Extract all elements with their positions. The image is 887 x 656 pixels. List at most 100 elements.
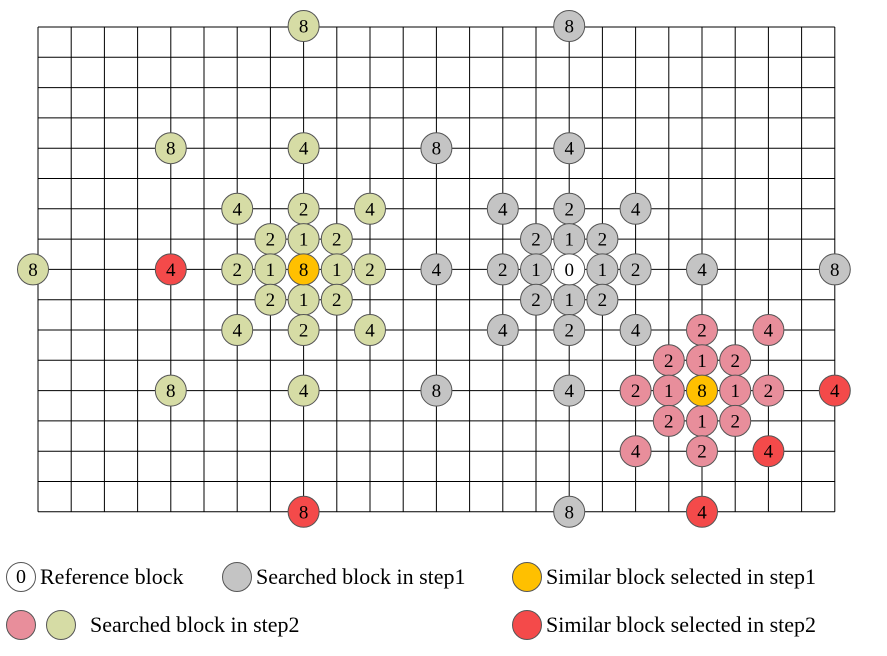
step2-searched-block: 1 [686, 404, 718, 437]
step1-searched-block-label: 4 [564, 139, 574, 160]
step1-searched-block: 2 [586, 223, 619, 256]
step2-searched-block-label: 4 [365, 321, 375, 342]
step2-searched-block-label: 1 [664, 381, 674, 402]
step1-searched-block: 4 [486, 314, 519, 346]
step1-searched-block-label: 1 [564, 290, 574, 311]
step2-searched-block-circle [17, 253, 49, 286]
step1-searched-block-circle [486, 192, 519, 225]
step2-searched-block-label: 2 [664, 411, 674, 432]
step2-searched-block-circle [619, 435, 652, 468]
legend-step1-searched-label: Searched block in step1 [256, 564, 466, 589]
step1-searched-block: 4 [619, 314, 652, 346]
step1-searched-block-circle [520, 283, 552, 316]
legend-step1-searched-swatch [222, 562, 252, 592]
step1-searched-block-circle [818, 253, 851, 286]
legend-step1-selected: Similar block selected in step1 [512, 562, 816, 592]
step2-searched-block-circle [354, 314, 386, 346]
step2-searched-block: 2 [354, 253, 386, 286]
step2-searched-block: 2 [287, 314, 320, 346]
step1-searched-block: 4 [619, 192, 652, 225]
step1-searched-block-circle [586, 283, 619, 316]
step1-searched-block: 8 [420, 374, 453, 407]
step2-searched-block: 2 [652, 404, 685, 437]
legend-step1-searched: Searched block in step1 [222, 562, 466, 592]
step2-searched-block: 2 [652, 344, 685, 377]
step2-searched-block: 4 [287, 132, 320, 165]
step1-searched-block-label: 2 [564, 321, 574, 342]
step1-searched-block: 4 [553, 132, 586, 165]
step1-searched-block-label: 1 [564, 230, 574, 251]
step2-searched-block-circle [752, 374, 785, 407]
step1-searched-block-label: 2 [598, 230, 608, 251]
step2-searched-block-label: 4 [631, 442, 641, 463]
step2-searched-block-label: 4 [232, 321, 242, 342]
step1-searched-block: 1 [553, 223, 586, 256]
step1-searched-block-circle [486, 314, 519, 346]
step2-searched-block-circle [752, 314, 785, 346]
step2-searched-block: 2 [221, 253, 254, 286]
step1-selected-block-label: 8 [299, 260, 309, 281]
step1-searched-block: 1 [586, 253, 619, 286]
step2-searched-block-circle [287, 374, 320, 407]
step2-selected-block-label: 4 [166, 260, 176, 281]
reference-block-circle [553, 253, 586, 286]
step2-searched-block-label: 2 [664, 351, 674, 372]
step2-searched-block-label: 2 [332, 230, 342, 251]
step2-searched-block-label: 4 [365, 199, 375, 220]
step2-searched-block: 8 [154, 374, 187, 407]
step1-searched-block-circle [686, 253, 718, 286]
step2-searched-block: 1 [254, 253, 287, 286]
step2-selected-block: 4 [686, 495, 718, 528]
step2-searched-block-label: 4 [232, 199, 242, 220]
step1-searched-block: 1 [520, 253, 552, 286]
step1-searched-block-label: 4 [631, 199, 641, 220]
step2-searched-block: 8 [287, 10, 320, 42]
step2-searched-block-circle [221, 253, 254, 286]
step2-searched-block-circle [719, 404, 752, 437]
step2-selected-block-label: 4 [830, 381, 840, 402]
step2-searched-block-circle [287, 10, 320, 42]
step2-searched-block-label: 2 [631, 381, 641, 402]
step2-searched-block-label: 2 [730, 411, 740, 432]
step2-searched-block-circle [619, 374, 652, 407]
step2-searched-block-label: 8 [28, 260, 38, 281]
step2-searched-block-circle [354, 253, 386, 286]
step2-searched-block-label: 2 [266, 290, 276, 311]
step2-searched-block-label: 1 [697, 351, 707, 372]
step1-searched-block-circle [420, 132, 453, 165]
legend-reference-label: Reference block [40, 564, 184, 589]
legend-reference-swatch: 0 [6, 562, 36, 592]
step2-searched-block-label: 1 [299, 290, 309, 311]
step2-searched-block: 2 [320, 283, 353, 316]
step1-searched-block-label: 4 [564, 381, 574, 402]
step2-searched-block: 2 [686, 435, 718, 468]
step1-searched-block-circle [553, 132, 586, 165]
step2-searched-block: 2 [254, 223, 287, 256]
step2-searched-block-label: 4 [299, 381, 309, 402]
step2-selected-block: 4 [154, 253, 187, 286]
step2-searched-block: 4 [354, 192, 386, 225]
step2-searched-block: 2 [254, 283, 287, 316]
step2-searched-block-label: 1 [697, 411, 707, 432]
step2-selected-block-circle [686, 495, 718, 528]
step1-searched-block-label: 8 [564, 502, 574, 523]
step2-searched-block: 2 [287, 192, 320, 225]
step2-searched-block-label: 4 [764, 321, 774, 342]
step1-searched-block-label: 2 [531, 230, 541, 251]
legend-step2-searched-label: Searched block in step2 [90, 612, 300, 637]
step1-searched-block-label: 4 [498, 321, 508, 342]
step2-searched-block: 8 [17, 253, 49, 286]
step2-searched-block-label: 2 [697, 442, 707, 463]
legend-step2-selected-swatch [512, 610, 542, 640]
step1-searched-block: 4 [553, 374, 586, 407]
step1-searched-block: 2 [486, 253, 519, 286]
step2-searched-block-circle [287, 314, 320, 346]
step1-searched-block: 2 [553, 192, 586, 225]
step2-selected-block: 4 [818, 374, 851, 407]
step1-searched-block-circle [420, 374, 453, 407]
legend-step2-selected: Similar block selected in step2 [512, 610, 816, 640]
step2-selected-block-label: 4 [697, 502, 707, 523]
step1-searched-block-circle [553, 314, 586, 346]
legend-step1-selected-label: Similar block selected in step1 [546, 564, 817, 589]
step2-searched-block-circle [221, 192, 254, 225]
